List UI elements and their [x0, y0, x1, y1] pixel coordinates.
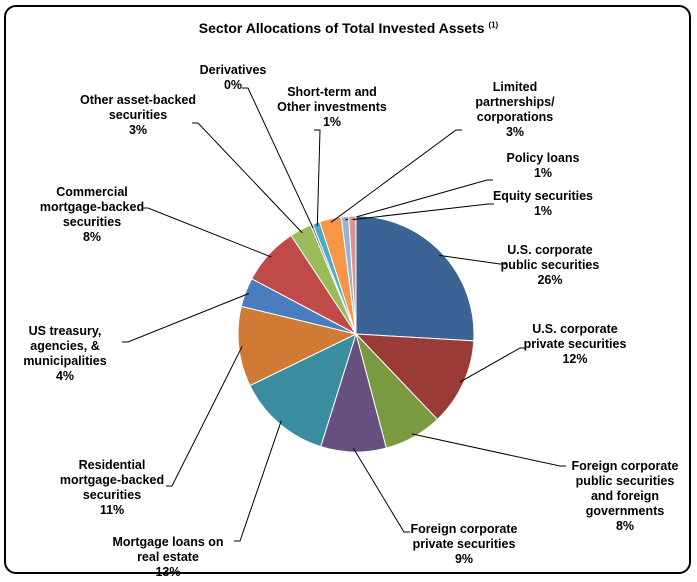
pie-slice-5: [249, 333, 357, 448]
leader-line-12: [330, 129, 462, 223]
leader-line-5: [234, 420, 282, 542]
leader-line-11: [314, 129, 321, 227]
slice-label-14: Equity securities 1%: [493, 189, 593, 218]
title-footnote: (1): [488, 20, 499, 30]
slice-label-12: Limited partnerships/corporations 3%: [475, 80, 555, 139]
chart-title: Sector Allocations of Total Invested Ass…: [198, 20, 499, 36]
leader-line-6: [166, 346, 243, 487]
slice-label-7: US treasury, agencies, & municipalities 4%: [23, 324, 106, 383]
leader-line-8: [142, 207, 272, 258]
leader-line-9: [192, 122, 303, 234]
pie-slice-6: [237, 305, 358, 387]
slice-label-11: Short-term and Other investments 1%: [277, 85, 387, 129]
pie-slice-2: [354, 333, 475, 421]
leader-line-7: [122, 293, 250, 343]
leader-line-14: [352, 203, 494, 221]
slice-label-2: U.S. corporate private securities 12%: [524, 322, 627, 366]
slice-label-13: Policy loans 1%: [507, 151, 580, 180]
leader-line-2: [459, 347, 526, 383]
leader-line-3: [411, 433, 566, 467]
leader-line-13: [345, 179, 493, 221]
slice-label-9: Other asset-backed securities 3%: [80, 93, 196, 137]
leader-line-1: [439, 254, 506, 265]
pie-slice-14: [348, 215, 357, 335]
slice-label-1: U.S. corporate public securities 26%: [501, 243, 600, 287]
slice-label-10: Derivatives 0%: [200, 63, 267, 92]
slice-label-5: Mortgage loans on real estate 13%: [112, 535, 223, 579]
slice-label-8: Commercial mortgage-backed securities 8%: [40, 185, 144, 244]
pie-slice-1: [355, 215, 475, 342]
slice-label-6: Residential mortgage-backed securities 11%: [60, 458, 164, 517]
slice-label-4: Foreign corporate private securities 9%: [411, 522, 518, 566]
leader-line-4: [353, 448, 410, 533]
slice-label-3: Foreign corporate public securities and fo…: [572, 459, 679, 533]
leader-line-10: [242, 87, 314, 229]
